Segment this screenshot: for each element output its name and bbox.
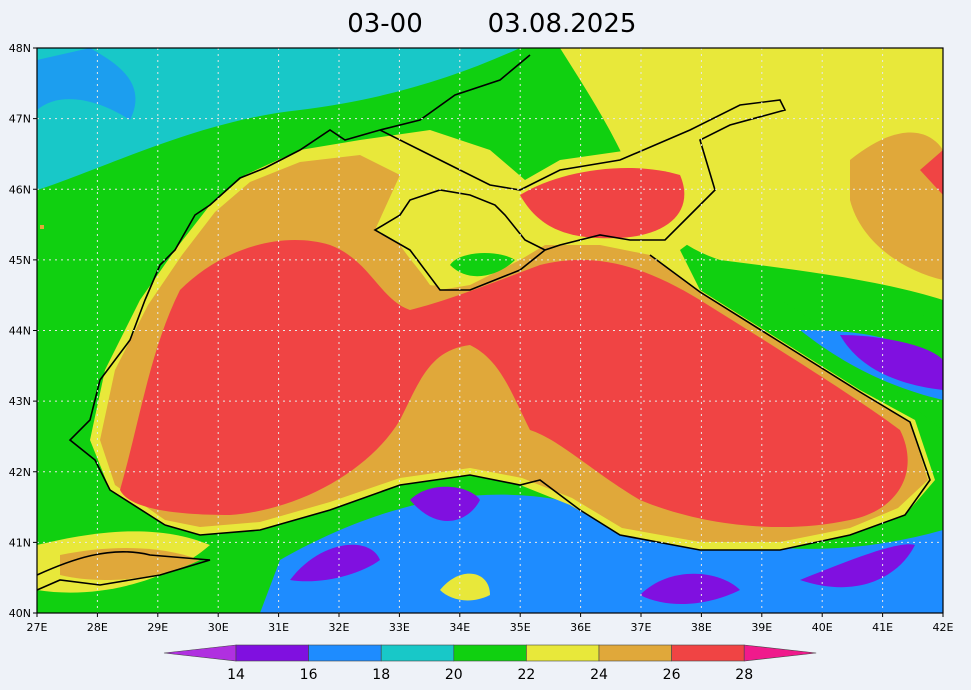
- lon-label: 42E: [933, 621, 954, 634]
- lat-label: 47N: [9, 113, 31, 126]
- lon-label: 32E: [329, 621, 350, 634]
- title-time: 03-00: [347, 9, 423, 39]
- coastline: [37, 54, 931, 591]
- lon-label: 40E: [812, 621, 833, 634]
- lat-label: 45N: [9, 254, 31, 267]
- map-field: [37, 48, 943, 613]
- axes: 27E 28E 29E 30E 31E 32E 33E 34E 35E 36E 37E 38E 39E 4…: [9, 42, 954, 634]
- lon-label: 29E: [147, 621, 168, 634]
- lon-label: 38E: [691, 621, 712, 634]
- colorbar-segment: [380, 644, 455, 662]
- colorbar-label: 22: [517, 667, 535, 683]
- colorbar-label: 14: [227, 667, 245, 683]
- lon-label: 35E: [510, 621, 531, 634]
- lon-label: 39E: [751, 621, 772, 634]
- colorbar-segment: [526, 644, 600, 662]
- lat-label: 48N: [9, 42, 31, 55]
- lon-label: 31E: [268, 621, 289, 634]
- colorbar-segment: [598, 644, 672, 662]
- lon-label: 30E: [208, 621, 229, 634]
- colorbar-segment: [235, 644, 309, 662]
- lon-label: 27E: [27, 621, 48, 634]
- lat-label: 46N: [9, 183, 31, 196]
- lat-label: 42N: [9, 466, 31, 479]
- lat-label: 41N: [9, 536, 31, 549]
- lat-label: 40N: [9, 607, 31, 620]
- colorbar-label: 16: [300, 667, 318, 683]
- grid: [37, 48, 943, 613]
- lon-label: 33E: [389, 621, 410, 634]
- colorbar-segment: [671, 644, 745, 662]
- colorbar-segment: [308, 644, 382, 662]
- lon-label: 41E: [872, 621, 893, 634]
- lon-label: 36E: [570, 621, 591, 634]
- colorbar-label: 26: [663, 667, 681, 683]
- lon-label: 28E: [87, 621, 108, 634]
- colorbar: 14 16 18 20 22 24 26 28: [163, 644, 817, 683]
- colorbar-label: 28: [735, 667, 753, 683]
- colorbar-label: 20: [445, 667, 463, 683]
- colorbar-label: 24: [590, 667, 608, 683]
- lon-label: 34E: [449, 621, 470, 634]
- title-date: 03.08.2025: [488, 9, 637, 39]
- colorbar-segment: [453, 644, 527, 662]
- lat-label: 43N: [9, 395, 31, 408]
- colorbar-label: 18: [372, 667, 390, 683]
- colorbar-low: [163, 644, 237, 662]
- colorbar-high: [743, 644, 817, 662]
- lon-label: 37E: [631, 621, 652, 634]
- lat-label: 44N: [9, 325, 31, 338]
